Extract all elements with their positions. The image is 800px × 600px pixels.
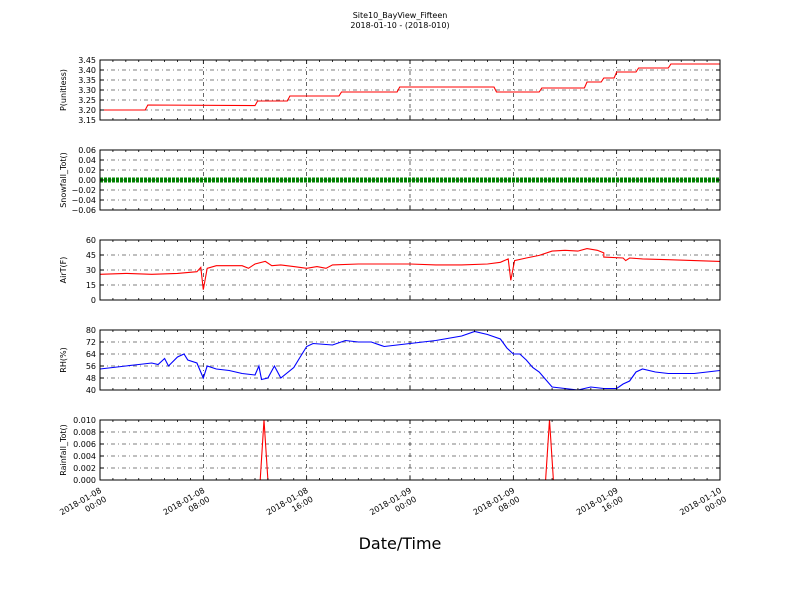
x-tick-label: 2018-01-0900:00	[368, 486, 418, 526]
y-tick-label: 0.04	[78, 156, 96, 165]
x-axis-label: Date/Time	[358, 534, 442, 553]
y-tick-label: 3.35	[78, 76, 96, 85]
x-tick-label: 2018-01-0916:00	[575, 486, 625, 526]
series-line	[99, 330, 721, 391]
y-tick-label: 0.002	[73, 464, 96, 473]
x-tick-label: 2018-01-0800:00	[58, 486, 108, 526]
y-tick-label: 0.000	[73, 476, 96, 485]
y-tick-label: 3.25	[78, 96, 96, 105]
y-tick-label: 3.40	[78, 66, 96, 75]
chart-subtitle: 2018-01-10 - (2018-010)	[350, 21, 450, 30]
x-tick-label: 2018-01-0808:00	[162, 486, 212, 526]
y-tick-label: 45	[86, 251, 96, 260]
y-tick-label: 0.06	[78, 146, 96, 155]
y-tick-label: 40	[86, 386, 96, 395]
series-line	[100, 63, 720, 111]
y-tick-label: 0.00	[78, 176, 96, 185]
x-tick-label: 2018-01-0908:00	[472, 486, 522, 526]
y-tick-label: 3.20	[78, 106, 96, 115]
y-tick-label: 0.02	[78, 166, 96, 175]
x-tick-label: 2018-01-0816:00	[265, 486, 315, 526]
y-tick-label: 0.004	[73, 452, 96, 461]
y-tick-label: 3.15	[78, 116, 96, 125]
y-tick-label: −0.04	[71, 196, 96, 205]
y-axis-label: AirT(F)	[59, 257, 68, 284]
y-tick-label: 15	[86, 281, 96, 290]
chart-title: Site10_BayView_Fifteen	[352, 11, 448, 20]
panel-5: 0.000 0.002 0.004 0.006 0.008 0.010 Rainfall_T…	[59, 416, 721, 485]
y-tick-label: 0.010	[73, 416, 96, 425]
y-tick-label: 64	[86, 350, 96, 359]
y-tick-label: 48	[86, 374, 96, 383]
y-tick-label: −0.06	[71, 206, 96, 215]
x-tick-label: 2018-01-1000:00	[678, 486, 728, 526]
y-axis-label: Rainfall_Tot()	[59, 424, 68, 476]
y-tick-label: 0.006	[73, 440, 96, 449]
y-tick-label: 80	[86, 326, 96, 335]
y-tick-label: 30	[86, 266, 96, 275]
panel-1: 3.153.203.253.303.353.403.45 P(unitless)	[59, 56, 721, 125]
y-axis-label: P(unitless)	[59, 69, 68, 111]
panel-4: 40 48 56 64 72 80 RH(%)	[59, 326, 721, 395]
y-axis-label: RH(%)	[59, 347, 68, 372]
y-axis-label: Snowfall_Tot()	[59, 152, 68, 208]
y-tick-label: 3.45	[78, 56, 96, 65]
y-tick-label: −0.02	[71, 186, 96, 195]
panel-2: −0.06−0.04−0.020.000.020.040.06 Snowfall_…	[59, 146, 721, 215]
series-line	[99, 248, 721, 290]
y-tick-label: 3.30	[78, 86, 96, 95]
y-tick-label: 60	[86, 236, 96, 245]
y-tick-label: 0	[91, 296, 96, 305]
y-tick-label: 0.008	[73, 428, 96, 437]
y-tick-label: 56	[86, 362, 96, 371]
panel-3: 0 15 30 45 60 AirT(F)	[59, 236, 721, 305]
y-tick-label: 72	[86, 338, 96, 347]
